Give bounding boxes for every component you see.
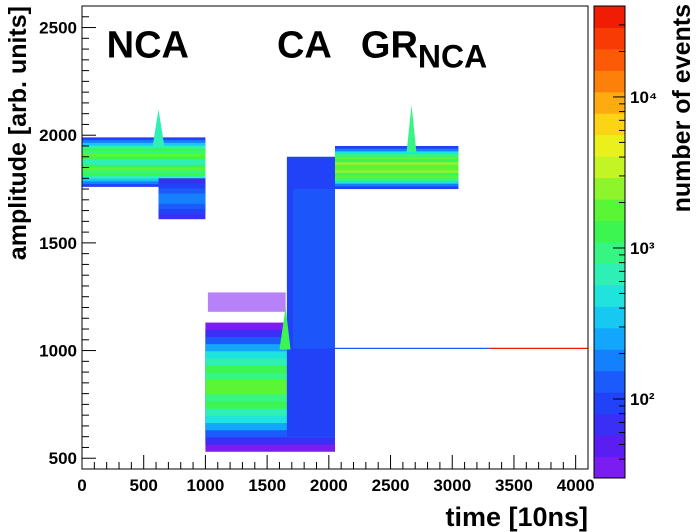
x-tick-label: 2500 — [372, 476, 410, 495]
colorbar-frame — [593, 5, 626, 479]
x-tick-label: 1500 — [248, 476, 286, 495]
annotation-label: NCA — [107, 25, 189, 67]
colorbar-segment — [594, 392, 625, 415]
nca-peak — [152, 109, 165, 149]
colorbar-segment — [594, 134, 625, 157]
colorbar-tick-label: 10³ — [630, 239, 655, 258]
x-axis: 0 500 1000 1500 2000 2500 3000 3500 4000 — [77, 455, 595, 495]
colorbar-segment — [594, 199, 625, 222]
colorbar-segment — [594, 435, 625, 458]
colorbar-segment — [594, 456, 625, 479]
x-tick-label: 500 — [130, 476, 158, 495]
gr-peak — [406, 105, 417, 153]
colorbar-segment — [594, 370, 625, 393]
colorbar-segment — [594, 263, 625, 286]
colorbar-label: number of events — [668, 4, 696, 212]
colorbar-segment — [594, 284, 625, 307]
y-tick-label: 2500 — [39, 19, 77, 38]
ca-peak — [279, 307, 291, 350]
y-axis: 500 1000 1500 2000 2500 — [39, 5, 96, 468]
y-tick-label: 1000 — [39, 342, 77, 361]
y-tick-label: 500 — [49, 449, 77, 468]
y-tick-label: 1500 — [39, 234, 77, 253]
plot-frame — [81, 5, 589, 470]
x-tick-label: 0 — [77, 476, 86, 495]
colorbar: 10² 10³ 10⁴ — [593, 5, 657, 479]
x-tick-label: 1000 — [187, 476, 225, 495]
y-tick-label: 2000 — [39, 126, 77, 145]
colorbar-segment — [594, 113, 625, 136]
x-tick-label: 3000 — [433, 476, 471, 495]
colorbar-segment — [594, 70, 625, 93]
ca-step-core — [293, 189, 335, 349]
x-tick-label: 2000 — [310, 476, 348, 495]
x-tick-label: 4000 — [557, 476, 595, 495]
colorbar-segment — [594, 413, 625, 436]
colorbar-segment — [594, 242, 625, 264]
colorbar-segment — [594, 327, 625, 350]
ca-upper-scatter — [207, 292, 286, 312]
gr-band — [335, 164, 459, 171]
annotation-label: GRNCA — [361, 25, 487, 75]
region-annotations: NCA CA GRNCA — [107, 25, 488, 75]
colorbar-tick-label: 10² — [630, 390, 655, 409]
x-tick-label: 3500 — [495, 476, 533, 495]
colorbar-segment — [594, 91, 625, 114]
x-axis-label: time [10ns] — [445, 502, 588, 532]
colorbar-segment — [594, 349, 625, 372]
heat-regions — [82, 105, 588, 452]
colorbar-tick-label: 10⁴ — [630, 88, 657, 107]
y-axis-label: amplitude [arb. units] — [4, 6, 32, 260]
nca-tail-band — [158, 193, 206, 204]
colorbar-segment — [594, 177, 625, 200]
colorbar-segment — [594, 306, 625, 329]
nca-band — [82, 159, 206, 165]
colorbar-segment — [594, 6, 625, 28]
annotation-label: CA — [277, 25, 332, 67]
colorbar-segment — [594, 48, 625, 71]
colorbar-segment — [594, 156, 625, 179]
annotation-subscript: NCA — [418, 39, 487, 75]
colorbar-segment — [594, 27, 625, 50]
colorbar-segment — [594, 220, 625, 243]
